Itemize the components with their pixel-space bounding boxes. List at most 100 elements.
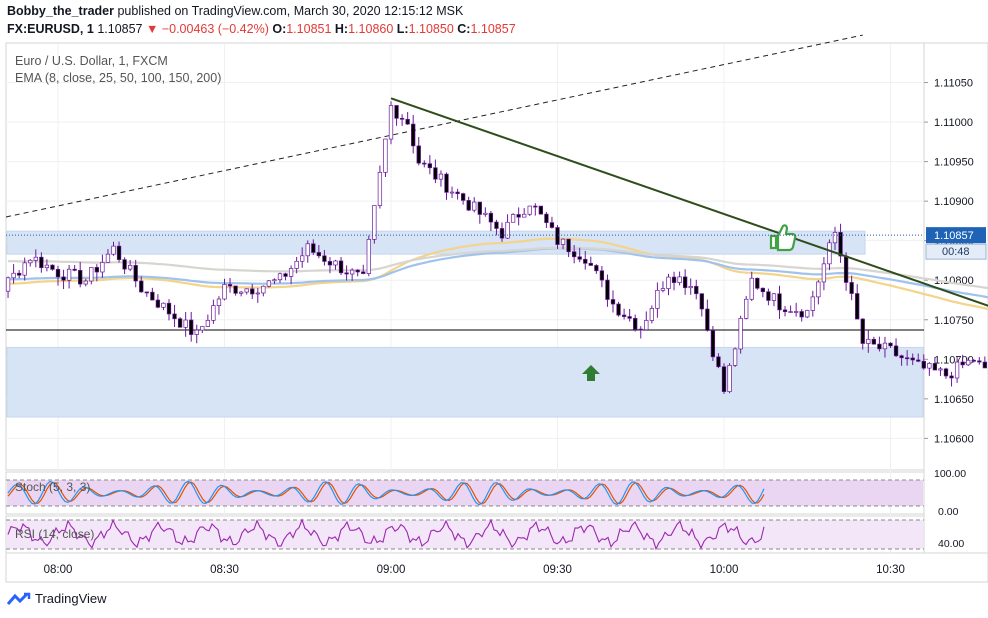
candle[interactable] bbox=[721, 366, 727, 392]
candle[interactable] bbox=[33, 256, 38, 261]
candle[interactable] bbox=[233, 285, 238, 294]
candle[interactable] bbox=[261, 285, 266, 294]
candle[interactable] bbox=[61, 276, 66, 281]
candle[interactable] bbox=[904, 357, 910, 360]
author-name[interactable]: Bobby_the_trader bbox=[7, 4, 114, 18]
candle[interactable] bbox=[499, 228, 505, 239]
candle[interactable] bbox=[832, 232, 838, 244]
candle[interactable] bbox=[666, 276, 671, 289]
candle[interactable] bbox=[155, 299, 161, 308]
candle[interactable] bbox=[355, 269, 360, 273]
candle[interactable] bbox=[399, 117, 405, 120]
candle[interactable] bbox=[727, 365, 732, 392]
candle[interactable] bbox=[44, 264, 50, 269]
candle[interactable] bbox=[932, 363, 938, 371]
candle[interactable] bbox=[921, 360, 926, 369]
candle[interactable] bbox=[227, 284, 233, 287]
candle[interactable] bbox=[738, 318, 743, 350]
candle[interactable] bbox=[22, 262, 27, 276]
candle[interactable] bbox=[133, 265, 138, 282]
candle[interactable] bbox=[549, 222, 555, 228]
candle[interactable] bbox=[488, 212, 494, 223]
candle[interactable] bbox=[128, 265, 133, 270]
candle[interactable] bbox=[105, 253, 111, 263]
candle[interactable] bbox=[882, 342, 888, 350]
candle[interactable] bbox=[821, 263, 827, 283]
candle[interactable] bbox=[17, 272, 22, 276]
candle[interactable] bbox=[755, 277, 760, 289]
candle[interactable] bbox=[300, 255, 305, 262]
candle[interactable] bbox=[893, 345, 899, 357]
candle[interactable] bbox=[344, 272, 349, 275]
candle[interactable] bbox=[422, 162, 427, 165]
candle[interactable] bbox=[644, 320, 649, 331]
candle[interactable] bbox=[383, 138, 388, 173]
candle[interactable] bbox=[871, 338, 876, 345]
candle[interactable] bbox=[522, 213, 527, 218]
candle[interactable] bbox=[66, 268, 72, 281]
candle[interactable] bbox=[283, 273, 288, 277]
candle[interactable] bbox=[483, 212, 488, 215]
candle[interactable] bbox=[222, 284, 227, 300]
candle[interactable] bbox=[605, 279, 610, 300]
candle[interactable] bbox=[954, 361, 960, 379]
candle[interactable] bbox=[200, 326, 205, 331]
candle[interactable] bbox=[966, 359, 971, 366]
candle[interactable] bbox=[843, 255, 849, 283]
candle[interactable] bbox=[588, 262, 593, 266]
candle[interactable] bbox=[788, 311, 793, 313]
candle[interactable] bbox=[599, 270, 605, 281]
candle[interactable] bbox=[322, 255, 327, 262]
candle[interactable] bbox=[78, 270, 83, 285]
candle[interactable] bbox=[216, 298, 222, 306]
candle[interactable] bbox=[621, 314, 627, 317]
candle[interactable] bbox=[194, 329, 199, 335]
candle[interactable] bbox=[83, 280, 88, 285]
candle[interactable] bbox=[39, 256, 44, 269]
candle[interactable] bbox=[161, 302, 166, 308]
tradingview-logo[interactable]: TradingView bbox=[7, 591, 107, 606]
candle[interactable] bbox=[571, 251, 577, 258]
candle[interactable] bbox=[866, 338, 871, 344]
candle[interactable] bbox=[749, 277, 754, 300]
candle[interactable] bbox=[805, 310, 810, 318]
candle[interactable] bbox=[899, 355, 904, 359]
candle[interactable] bbox=[860, 318, 865, 344]
candle[interactable] bbox=[938, 368, 943, 371]
candle[interactable] bbox=[338, 260, 344, 274]
candle[interactable] bbox=[494, 221, 499, 229]
candle[interactable] bbox=[277, 273, 283, 281]
candle[interactable] bbox=[699, 293, 704, 310]
candle[interactable] bbox=[566, 238, 571, 253]
candle[interactable] bbox=[849, 282, 854, 294]
candle[interactable] bbox=[166, 302, 172, 315]
candle[interactable] bbox=[577, 256, 582, 260]
candle[interactable] bbox=[144, 291, 149, 294]
candle[interactable] bbox=[361, 271, 366, 274]
candle[interactable] bbox=[660, 288, 666, 291]
candle[interactable] bbox=[682, 276, 688, 289]
time-axis[interactable] bbox=[5, 552, 988, 583]
candle[interactable] bbox=[55, 268, 61, 278]
candle[interactable] bbox=[244, 288, 249, 293]
price-axis[interactable] bbox=[923, 42, 988, 554]
candle[interactable] bbox=[527, 205, 532, 215]
candle[interactable] bbox=[594, 265, 599, 272]
candle[interactable] bbox=[971, 359, 976, 362]
support-zone[interactable] bbox=[6, 230, 866, 255]
candle[interactable] bbox=[72, 268, 77, 271]
candle[interactable] bbox=[583, 258, 588, 264]
candle[interactable] bbox=[760, 287, 765, 293]
candle[interactable] bbox=[782, 309, 788, 313]
candle[interactable] bbox=[816, 281, 821, 298]
candle[interactable] bbox=[649, 308, 654, 321]
candle[interactable] bbox=[560, 238, 566, 245]
candle[interactable] bbox=[266, 280, 272, 287]
candle[interactable] bbox=[150, 291, 155, 301]
candle[interactable] bbox=[777, 293, 782, 311]
candle[interactable] bbox=[377, 171, 383, 206]
candle[interactable] bbox=[294, 260, 299, 269]
candle[interactable] bbox=[316, 252, 321, 257]
candle[interactable] bbox=[638, 328, 643, 331]
up-arrow-icon[interactable] bbox=[582, 365, 600, 381]
